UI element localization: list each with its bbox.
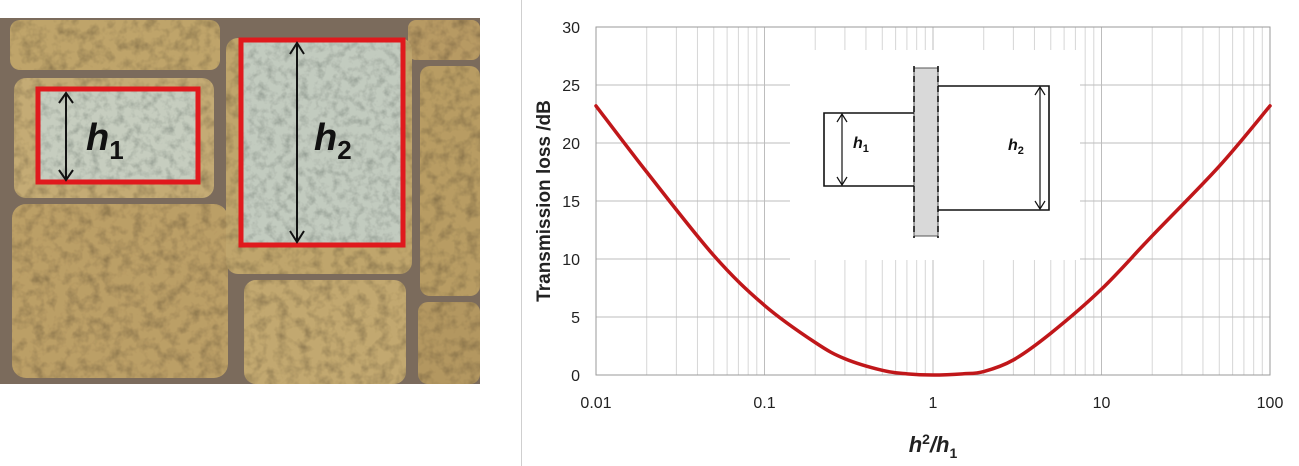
photo-label-h2: h2 bbox=[314, 117, 352, 165]
stone-wall-photo: h1 h2 bbox=[0, 18, 480, 384]
inset-arrow-h1 bbox=[836, 112, 848, 187]
transmission-loss-curve bbox=[594, 104, 1272, 377]
y-tick-label: 0 bbox=[571, 368, 580, 385]
inset-box-h1 bbox=[823, 112, 914, 187]
inset-wall bbox=[913, 67, 939, 237]
arrow-h2 bbox=[289, 41, 305, 244]
y-tick-label: 20 bbox=[562, 136, 580, 153]
red-frame-h1 bbox=[35, 86, 201, 185]
x-tick-label: 100 bbox=[1257, 395, 1284, 412]
inset-arrow-h2 bbox=[1034, 85, 1046, 211]
photo-label-h1: h1 bbox=[86, 117, 124, 165]
y-tick-label: 15 bbox=[562, 194, 580, 211]
x-tick-label: 0.01 bbox=[580, 395, 611, 412]
inset-diagram: h1 h2 bbox=[790, 50, 1080, 260]
x-tick-label: 10 bbox=[1093, 395, 1111, 412]
x-tick-label: 0.1 bbox=[753, 395, 775, 412]
tick-labels: 0.01 0.1 1 10 100 0 5 10 15 20 25 30 bbox=[562, 20, 1283, 412]
transmission-loss-chart: h1 h2 0.01 0.1 1 10 100 0 5 10 15 20 25 30 Transmis… bbox=[534, 20, 1283, 461]
y-tick-label: 10 bbox=[562, 252, 580, 269]
red-frame-h2 bbox=[238, 37, 406, 248]
inset-label-h1: h1 bbox=[853, 135, 869, 155]
y-tick-label: 30 bbox=[562, 20, 580, 37]
y-tick-label: 25 bbox=[562, 78, 580, 95]
y-tick-label: 5 bbox=[571, 310, 580, 327]
arrow-h1 bbox=[58, 91, 74, 182]
x-tick-label: 1 bbox=[929, 395, 938, 412]
panel-divider bbox=[521, 0, 522, 466]
x-axis-title: h2/h1 bbox=[909, 431, 958, 461]
inset-label-h2: h2 bbox=[1008, 137, 1024, 157]
y-axis-title: Transmission loss /dB bbox=[534, 100, 555, 302]
inset-box-h2 bbox=[938, 85, 1050, 211]
